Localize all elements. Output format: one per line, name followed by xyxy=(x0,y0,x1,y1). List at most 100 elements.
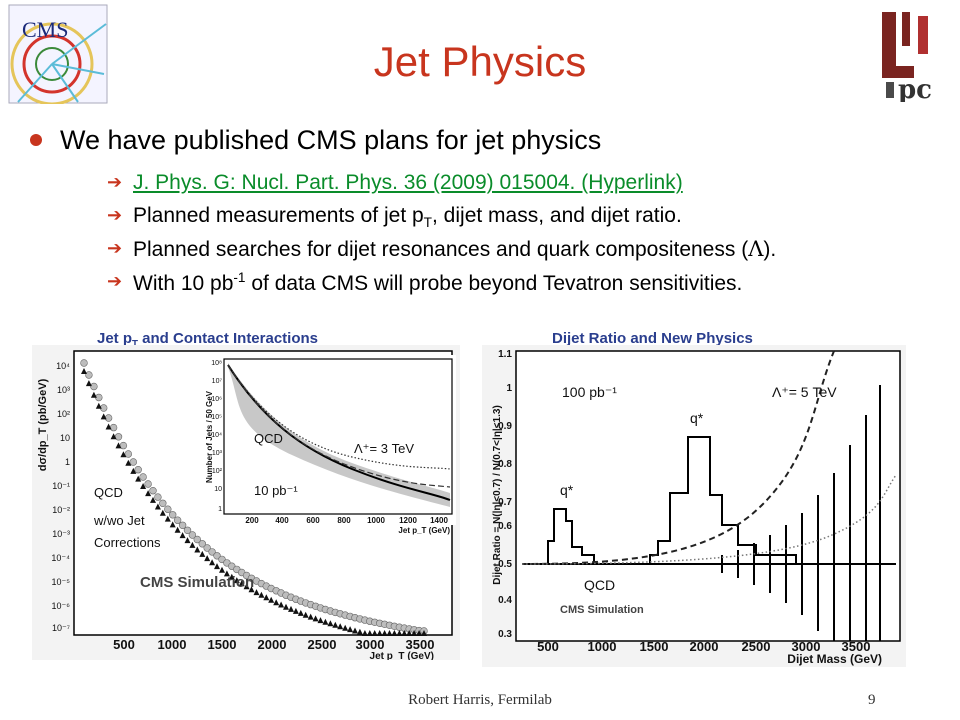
uncorrected-marker xyxy=(164,515,171,522)
svg-text:600: 600 xyxy=(306,516,320,525)
svg-text:10⁻³: 10⁻³ xyxy=(52,529,70,539)
uncorrected-marker xyxy=(292,607,299,614)
svg-text:10⁻²: 10⁻² xyxy=(52,505,70,515)
corrected-marker xyxy=(213,552,221,560)
uncorrected-marker xyxy=(223,570,230,577)
svg-text:0.9: 0.9 xyxy=(498,421,512,432)
corrected-marker xyxy=(90,382,98,391)
uncorrected-marker xyxy=(258,591,265,598)
uncorrected-marker xyxy=(312,615,319,622)
right-plot-frame xyxy=(515,350,901,642)
left-x-ticks: 500 1000 1500 2000 2500 3000 3500 xyxy=(113,637,434,652)
uncorrected-marker xyxy=(209,559,216,566)
uncorrected-marker xyxy=(238,580,245,587)
svg-text:500: 500 xyxy=(537,639,559,654)
svg-text:3500: 3500 xyxy=(842,639,871,654)
svg-text:10 pb⁻¹: 10 pb⁻¹ xyxy=(254,483,298,498)
svg-text:500: 500 xyxy=(113,637,135,652)
uncorrected-marker xyxy=(401,630,408,636)
uncorrected-marker xyxy=(81,368,87,374)
corrected-marker xyxy=(164,505,172,513)
svg-text:1: 1 xyxy=(218,506,222,513)
reference-hyperlink[interactable]: J. Phys. G: Nucl. Part. Phys. 36 (2009) … xyxy=(133,171,683,194)
uncorrected-marker xyxy=(371,630,378,636)
uncorrected-marker xyxy=(228,573,235,580)
uncorrected-marker xyxy=(337,623,344,630)
uncorrected-marker xyxy=(396,630,403,636)
svg-text:3000: 3000 xyxy=(356,637,385,652)
right-label-lumi: 100 pb⁻¹ xyxy=(562,384,617,400)
left-label-corrections: Corrections xyxy=(94,535,161,550)
left-y-ticks: 10⁴ 10³ 10² 10 1 10⁻¹ 10⁻² 10⁻³ 10⁻⁴ 10⁻… xyxy=(51,361,70,633)
right-label-qstar-low: q* xyxy=(560,482,574,498)
svg-text:1: 1 xyxy=(506,383,512,394)
svg-text:1000: 1000 xyxy=(367,516,385,525)
right-label-qcd: QCD xyxy=(584,577,615,593)
uncorrected-marker xyxy=(110,433,117,440)
uncorrected-marker xyxy=(248,586,255,593)
svg-text:2000: 2000 xyxy=(690,639,719,654)
cms-logo: CMS xyxy=(8,4,108,104)
svg-text:1000: 1000 xyxy=(588,639,617,654)
uncorrected-marker xyxy=(184,537,191,544)
uncorrected-marker xyxy=(169,521,176,528)
main-bullet: We have published CMS plans for jet phys… xyxy=(30,125,601,156)
uncorrected-marker xyxy=(140,483,147,489)
uncorrected-marker xyxy=(243,583,250,590)
uncorrected-marker xyxy=(416,630,423,636)
svg-text:QCD: QCD xyxy=(254,431,283,446)
corrected-marker xyxy=(129,458,138,466)
uncorrected-marker xyxy=(361,630,368,636)
uncorrected-marker xyxy=(179,532,186,539)
uncorrected-marker xyxy=(376,630,383,636)
left-x-axis-label: Jet p_T (GeV) xyxy=(370,651,434,660)
corrected-marker xyxy=(80,359,88,367)
dotted-curve xyxy=(521,474,897,565)
svg-text:Number of Jets / 50 GeV: Number of Jets / 50 GeV xyxy=(205,390,214,483)
svg-text:10⁻⁵: 10⁻⁵ xyxy=(52,577,71,587)
svg-text:pc: pc xyxy=(898,75,932,102)
svg-text:0.3: 0.3 xyxy=(498,629,512,640)
corrected-marker xyxy=(169,511,177,519)
left-figure-caption: Jet pT and Contact Interactions xyxy=(97,330,319,350)
right-y-axis-label: Dijet Ratio = N(|η|<0.7) / N(0.7<|η|<1.3… xyxy=(492,405,503,585)
svg-text:2500: 2500 xyxy=(308,637,337,652)
svg-text:10³: 10³ xyxy=(57,385,70,395)
corrected-marker xyxy=(104,414,113,422)
corrected-marker xyxy=(198,540,207,548)
uncorrected-marker xyxy=(268,596,275,603)
uncorrected-marker xyxy=(204,555,211,562)
uncorrected-marker xyxy=(115,442,122,449)
svg-text:CMS: CMS xyxy=(22,17,68,42)
svg-text:10: 10 xyxy=(214,486,222,493)
svg-text:800: 800 xyxy=(337,516,351,525)
svg-text:0.5: 0.5 xyxy=(498,559,512,570)
uncorrected-marker xyxy=(273,599,280,606)
uncorrected-marker xyxy=(307,613,314,620)
uncorrected-marker xyxy=(288,605,294,612)
uncorrected-marker xyxy=(297,609,304,616)
uncorrected-marker xyxy=(214,563,220,570)
left-watermark: CMS Simulation xyxy=(140,574,254,591)
uncorrected-marker xyxy=(278,601,285,608)
qstar-low-histogram xyxy=(532,508,595,565)
uncorrected-marker xyxy=(130,467,137,474)
right-x-axis-label: Dijet Mass (GeV) xyxy=(787,652,882,666)
arrow-bullet-icon: ➔ xyxy=(107,172,123,192)
svg-text:1200: 1200 xyxy=(399,516,417,525)
corrected-marker xyxy=(183,526,192,535)
uncorrected-marker xyxy=(189,541,196,548)
svg-text:1.1: 1.1 xyxy=(498,349,512,360)
corrected-marker xyxy=(144,480,152,488)
svg-text:10⁻⁶: 10⁻⁶ xyxy=(52,601,71,611)
uncorrected-marker xyxy=(302,611,309,618)
sub-bullet-measurements: ➔ Planned measurements of jet pT, dijet … xyxy=(107,204,682,231)
inset-plot: 10⁸ 10⁷ 10⁶ 10⁵ 10⁴ 10³ 10² 10 1 200 400… xyxy=(200,355,456,535)
uncorrected-marker xyxy=(283,603,289,610)
qstar-high-histogram xyxy=(632,436,797,565)
corrected-marker xyxy=(178,521,187,530)
uncorrected-marker xyxy=(125,459,132,466)
corrected-marker xyxy=(208,548,216,556)
uncorrected-marker xyxy=(332,621,339,628)
jet-pt-figure: 10⁴ 10³ 10² 10 1 10⁻¹ 10⁻² 10⁻³ 10⁻⁴ 10⁻… xyxy=(32,345,460,660)
